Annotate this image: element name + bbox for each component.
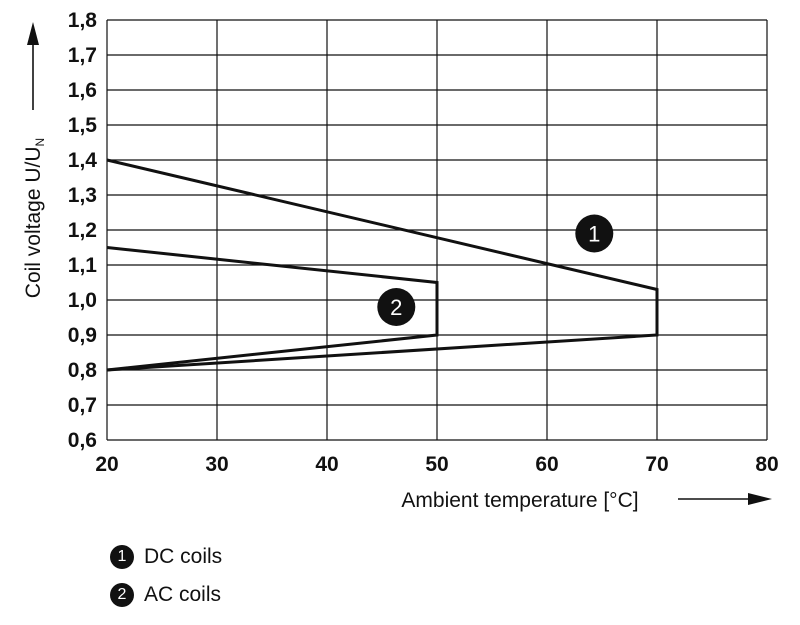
y-axis-label-subscript: N (33, 138, 47, 147)
x-tick-label: 30 (205, 453, 228, 476)
y-axis-label-main: Coil voltage U/U (22, 146, 45, 298)
y-tick-label: 1,3 (68, 184, 97, 207)
series-line-2 (106, 246, 439, 372)
y-tick-label: 1,1 (68, 254, 98, 277)
y-tick-label: 0,6 (68, 429, 97, 452)
series-marker-label-2: 2 (390, 295, 402, 320)
x-axis-label: Ambient temperature [°C] (401, 489, 638, 512)
grid (106, 19, 768, 441)
y-tick-label: 1,2 (68, 219, 97, 242)
x-tick-label: 50 (425, 453, 448, 476)
series-marker-label-1: 1 (588, 222, 600, 247)
y-tick-label: 1,8 (68, 9, 98, 32)
series-line-1 (106, 158, 659, 372)
series-marker-1 (575, 214, 614, 253)
legend-label-2: AC coils (144, 583, 222, 606)
legend-badge-2: 2 (110, 583, 134, 607)
y-axis-arrow-head (27, 22, 39, 45)
legend-badge-1: 1 (110, 545, 134, 569)
y-tick-label: 1,4 (68, 149, 98, 172)
coil-voltage-chart: 0,6 0,7 0,8 0,9 1,0 1,1 1,2 1,3 1,4 1,5 1,6 1,7 1,8 2… (22, 9, 779, 512)
y-tick-label: 0,7 (68, 394, 97, 417)
x-tick-label: 20 (95, 453, 118, 476)
x-tick-label: 60 (535, 453, 558, 476)
series-markers: 12 (377, 214, 614, 326)
legend-item-1: 1 DC coils (110, 538, 222, 576)
y-tick-label: 1,0 (68, 289, 97, 312)
y-tick-label: 1,7 (68, 44, 97, 67)
y-tick-label: 0,9 (68, 324, 97, 347)
y-tick-label: 1,5 (68, 114, 98, 137)
x-tick-label: 70 (645, 453, 668, 476)
series-marker-2 (377, 288, 416, 326)
legend: 1 DC coils 2 AC coils (110, 538, 222, 614)
series-lines (106, 158, 659, 372)
legend-label-1: DC coils (144, 545, 223, 568)
x-tick-label: 40 (315, 453, 338, 476)
legend-item-2: 2 AC coils (110, 576, 222, 614)
y-axis-label: Coil voltage U/UN (22, 138, 47, 298)
tick-labels: 0,6 0,7 0,8 0,9 1,0 1,1 1,2 1,3 1,4 1,5 1,6 1,7 1,8 2… (68, 9, 779, 476)
y-tick-label: 1,6 (68, 79, 97, 102)
x-tick-label: 80 (755, 453, 778, 476)
y-axis-label-group: Coil voltage U/UN (22, 138, 47, 298)
x-axis-arrow-head (748, 493, 772, 505)
y-tick-label: 0,8 (68, 359, 98, 382)
